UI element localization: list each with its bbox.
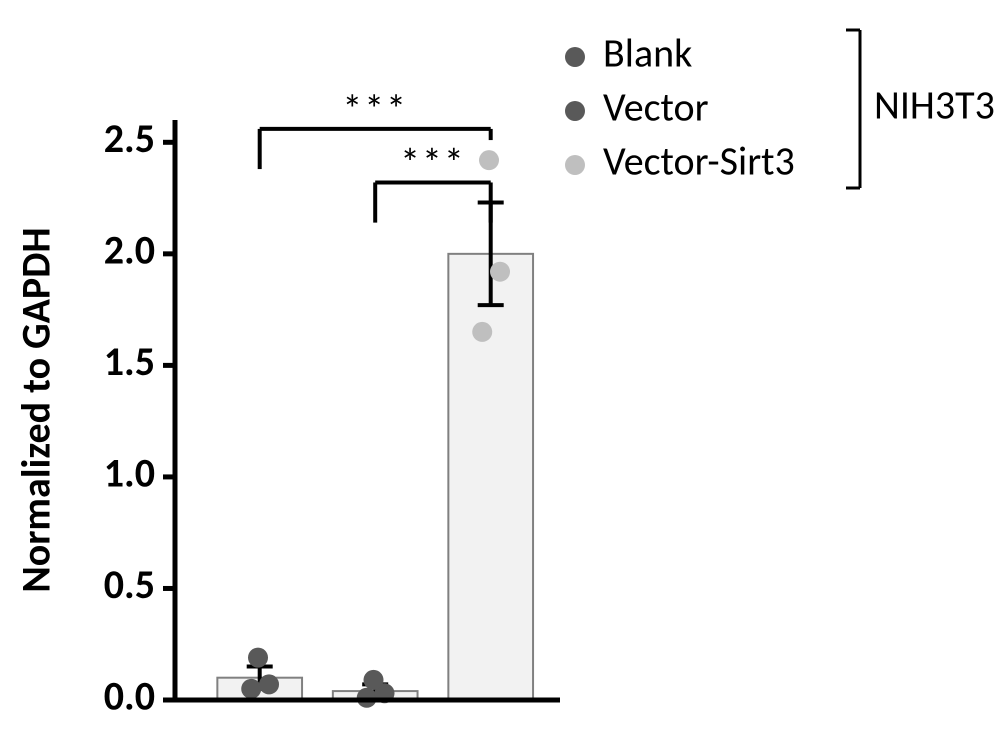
scatter-point [479,150,499,170]
scatter-point [472,322,492,342]
ytick-label: 2.0 [104,226,155,275]
ytick-label: 1.5 [104,337,155,386]
legend-label: Vector [603,83,709,132]
significance-label: *** [400,138,466,187]
significance-label: *** [342,85,408,134]
legend-marker [565,101,585,121]
ytick-label: 0.5 [104,560,155,609]
ytick-label: 0.0 [104,672,155,721]
scatter-point [490,262,510,282]
legend-label: Blank [603,29,692,78]
y-axis-label: Normalized to GAPDH [12,227,61,592]
scatter-point [241,679,261,699]
legend-marker [565,47,585,67]
bar-chart: 0.0 0.5 1.0 1.5 2.0 2.5 Normalized to GAPDH ***… [0,0,1000,749]
scatter-point [248,648,268,668]
legend-label: Vector-Sirt3 [603,137,795,186]
legend-group-label: NIH3T3 [874,81,995,130]
legend-marker [565,155,585,175]
scatter-point [364,670,384,690]
ytick-label: 2.5 [104,114,155,163]
ytick-label: 1.0 [104,449,155,498]
bar [448,254,533,700]
scatter-point [259,674,279,694]
